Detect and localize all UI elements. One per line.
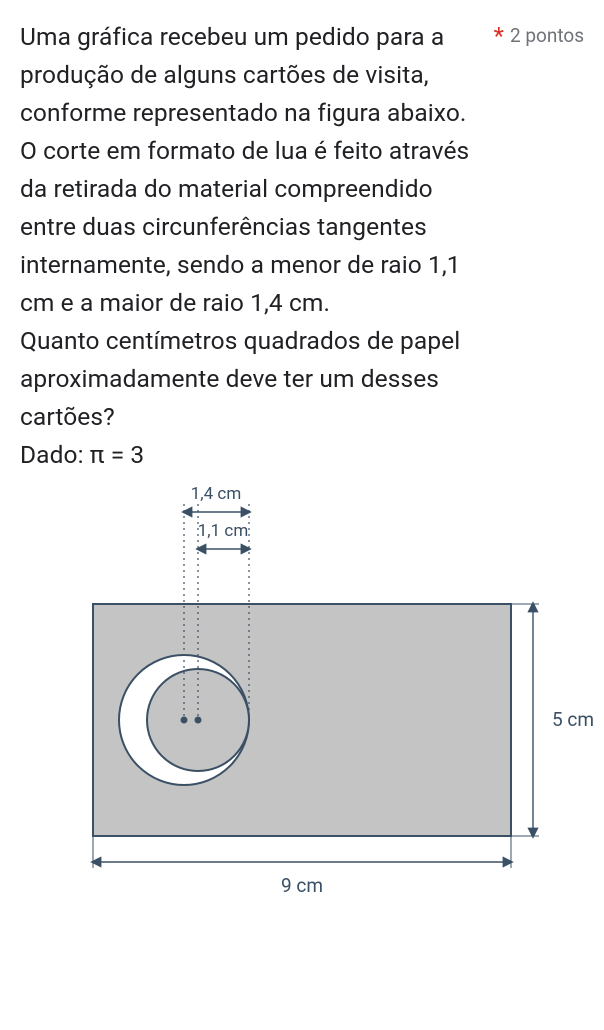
dim-label-width: 9 cm (281, 874, 323, 897)
dim-label-1-4: 1,4 cm (191, 484, 241, 504)
dim-label-1-1: 1,1 cm (198, 521, 248, 541)
required-asterisk: * (494, 18, 504, 55)
points-label: 2 pontos (510, 18, 584, 54)
dim-label-height: 5 cm (552, 708, 594, 731)
card-diagram: 1,4 cm 1,1 cm 5 cm 9 cm (20, 474, 604, 934)
question-text: Uma gráfica recebeu um pedido para a pro… (20, 18, 488, 474)
